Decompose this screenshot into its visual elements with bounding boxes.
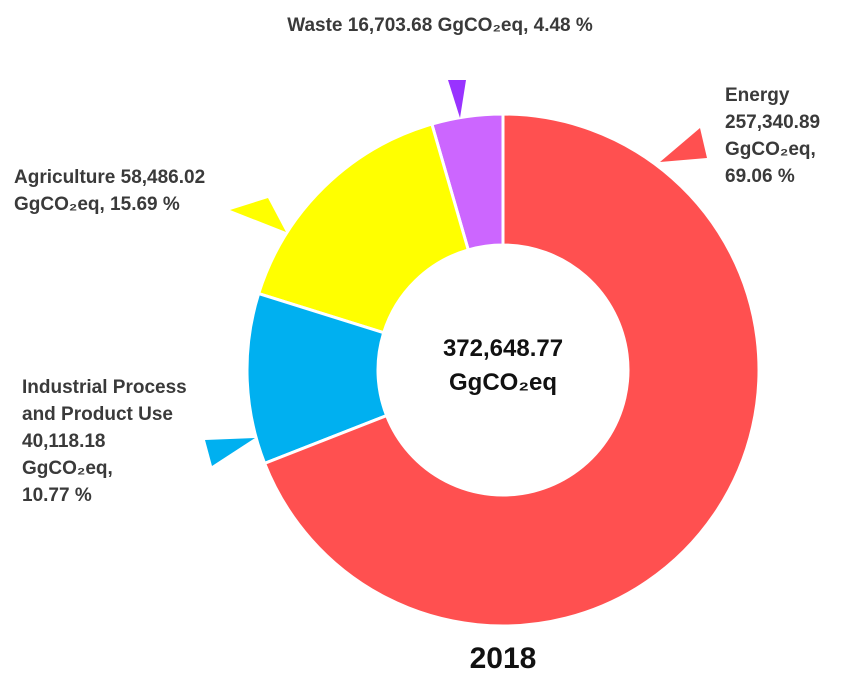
label-industrial: Industrial Process and Product Use 40,118… [22, 374, 227, 509]
pointer-industrial [205, 438, 255, 466]
donut-segment [256, 122, 471, 335]
label-value: 58,486.02 GgCO₂eq, 15.69 % [14, 167, 206, 215]
center-label: 372,648.77 GgCO₂eq [442, 335, 564, 396]
label-category: Waste [287, 15, 343, 36]
label-agriculture: Agriculture 58,486.02 GgCO₂eq, 15.69 % [14, 164, 269, 218]
pointer-agriculture [230, 198, 286, 232]
donut-segment [262, 112, 761, 628]
chart-title: 2018 [469, 642, 537, 675]
label-waste: Waste 16,703.68 GgCO₂eq, 4.48 % [280, 12, 600, 39]
label-category: Industrial Process and Product Use [22, 377, 187, 425]
pointer-energy [660, 128, 707, 162]
label-category: Agriculture [14, 167, 116, 188]
pointer-waste [448, 80, 466, 118]
donut-segment [245, 291, 389, 466]
label-value: 257,340.89 GgCO₂eq, 69.06 % [725, 112, 821, 187]
label-value: 40,118.18 GgCO₂eq, 10.77 % [22, 431, 113, 506]
label-value: 16,703.68 GgCO₂eq, 4.48 % [347, 15, 593, 36]
label-category: Energy [725, 85, 790, 106]
label-energy: Energy 257,340.89 GgCO₂eq, 69.06 % [725, 82, 850, 190]
